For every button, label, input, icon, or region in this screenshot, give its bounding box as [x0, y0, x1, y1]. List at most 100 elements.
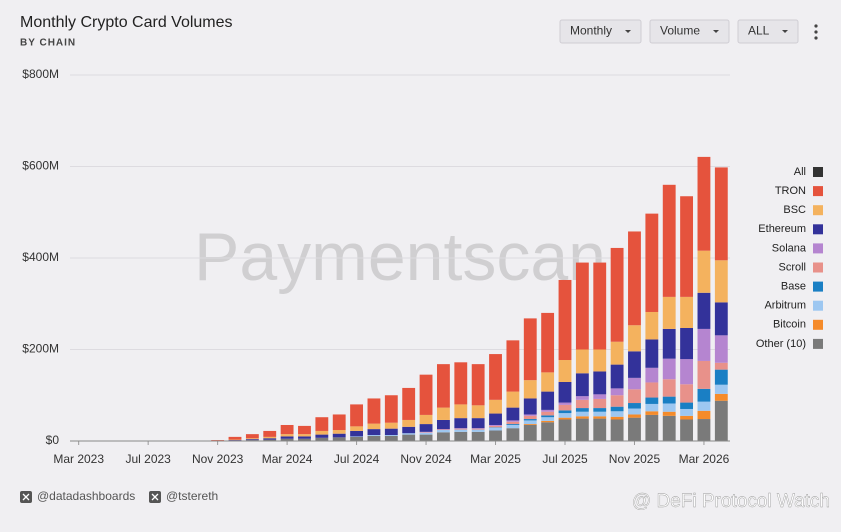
bar-segment: [229, 437, 242, 440]
bar-segment: [715, 363, 728, 370]
bar-segment: [350, 404, 363, 426]
bar-segment: [472, 405, 485, 418]
bar-segment: [368, 436, 381, 441]
bar-segment: [645, 339, 658, 367]
bar-segment: [663, 359, 676, 380]
bar-segment: [541, 421, 554, 422]
legend-label: Scroll: [778, 261, 806, 273]
y-tick-label: $400M: [22, 250, 59, 264]
bar-segment: [263, 438, 276, 439]
legend-swatch: [813, 282, 823, 292]
bar-segment: [368, 398, 381, 423]
bar-segment: [576, 396, 589, 400]
bar-segment: [628, 231, 641, 325]
bar-segment: [524, 318, 537, 380]
dropdown[interactable]: Monthly: [560, 20, 641, 43]
bar-segment: [611, 407, 624, 412]
bar-segment: [506, 392, 519, 408]
bar-segment: [246, 439, 259, 440]
legend-swatch: [813, 167, 823, 177]
bar-segment: [454, 429, 467, 430]
bar-segment: [333, 414, 346, 430]
bar-segment: [715, 370, 728, 385]
bar-segment: [350, 431, 363, 436]
bar-segment: [506, 428, 519, 441]
bar-segment: [559, 403, 572, 405]
bar-segment: [663, 329, 676, 359]
bar-segment: [645, 404, 658, 411]
bar-segment: [698, 361, 711, 389]
bar-segment: [524, 425, 537, 441]
bar-segment: [715, 385, 728, 394]
bar-segment: [593, 394, 606, 399]
footer-handle[interactable]: @datadashboards: [37, 489, 135, 503]
bar-segment: [663, 185, 676, 297]
bar-segment: [576, 263, 589, 350]
bar-segment: [715, 260, 728, 302]
bar-segment: [489, 354, 502, 400]
legend-label: TRON: [775, 185, 806, 197]
bar-segment: [437, 420, 450, 429]
bar-segment: [437, 430, 450, 432]
dropdown[interactable]: Volume: [650, 20, 729, 43]
dropdown-label: ALL: [748, 24, 770, 38]
bar-segment: [663, 416, 676, 441]
bar-segment: [680, 416, 693, 420]
footer-handle[interactable]: @tstereth: [166, 489, 218, 503]
y-tick-label: $200M: [22, 342, 59, 356]
bar-segment: [420, 424, 433, 432]
bar-segment: [315, 431, 328, 435]
bar-segment: [559, 410, 572, 413]
menu-dot: [814, 24, 817, 27]
bar-segment: [541, 410, 554, 412]
menu-dot: [814, 36, 817, 39]
bar-segment: [541, 415, 554, 417]
legend-label: Other (10): [756, 338, 806, 350]
kebab-menu[interactable]: [814, 24, 817, 39]
bar-segment: [246, 438, 259, 439]
bar-segment: [489, 428, 502, 431]
legend-label: BSC: [783, 204, 806, 216]
legend-swatch: [813, 186, 823, 196]
bar-segment: [593, 412, 606, 417]
legend-label: All: [794, 166, 806, 178]
bar-segment: [489, 400, 502, 414]
bar-segment: [663, 297, 676, 329]
bar-segment: [454, 430, 467, 432]
bar-segment: [645, 411, 658, 415]
bar-segment: [576, 419, 589, 441]
bar-segment: [315, 417, 328, 431]
bar-segment: [611, 417, 624, 420]
bar-segment: [489, 425, 502, 426]
bar-segment: [715, 302, 728, 335]
legend-label: Arbitrum: [764, 300, 806, 312]
bar-segment: [628, 418, 641, 441]
x-tick-label: Mar 2024: [262, 452, 313, 466]
legend-swatch: [813, 243, 823, 253]
bar-segment: [576, 412, 589, 417]
bar-segment: [698, 389, 711, 402]
bar-segment: [645, 214, 658, 312]
bar-segment: [472, 432, 485, 441]
bar-segment: [680, 196, 693, 297]
bar-segment: [715, 167, 728, 260]
bar-segment: [506, 425, 519, 428]
bar-segment: [645, 382, 658, 397]
dropdown[interactable]: ALL: [738, 20, 798, 43]
dropdown-label: Volume: [660, 24, 700, 38]
bar-segment: [368, 435, 381, 436]
bar-segment: [524, 420, 537, 424]
bar-segment: [593, 371, 606, 394]
bar-segment: [715, 335, 728, 362]
bar-segment: [593, 350, 606, 372]
bar-segment: [628, 351, 641, 378]
bar-segment: [506, 408, 519, 421]
y-tick-label: $600M: [22, 159, 59, 173]
bar-segment: [402, 427, 415, 433]
bar-segment: [281, 425, 294, 434]
bar-segment: [506, 340, 519, 391]
x-tick-label: Mar 2023: [53, 452, 104, 466]
bar-segment: [437, 408, 450, 420]
legend-swatch: [813, 205, 823, 215]
bar-segment: [315, 435, 328, 438]
